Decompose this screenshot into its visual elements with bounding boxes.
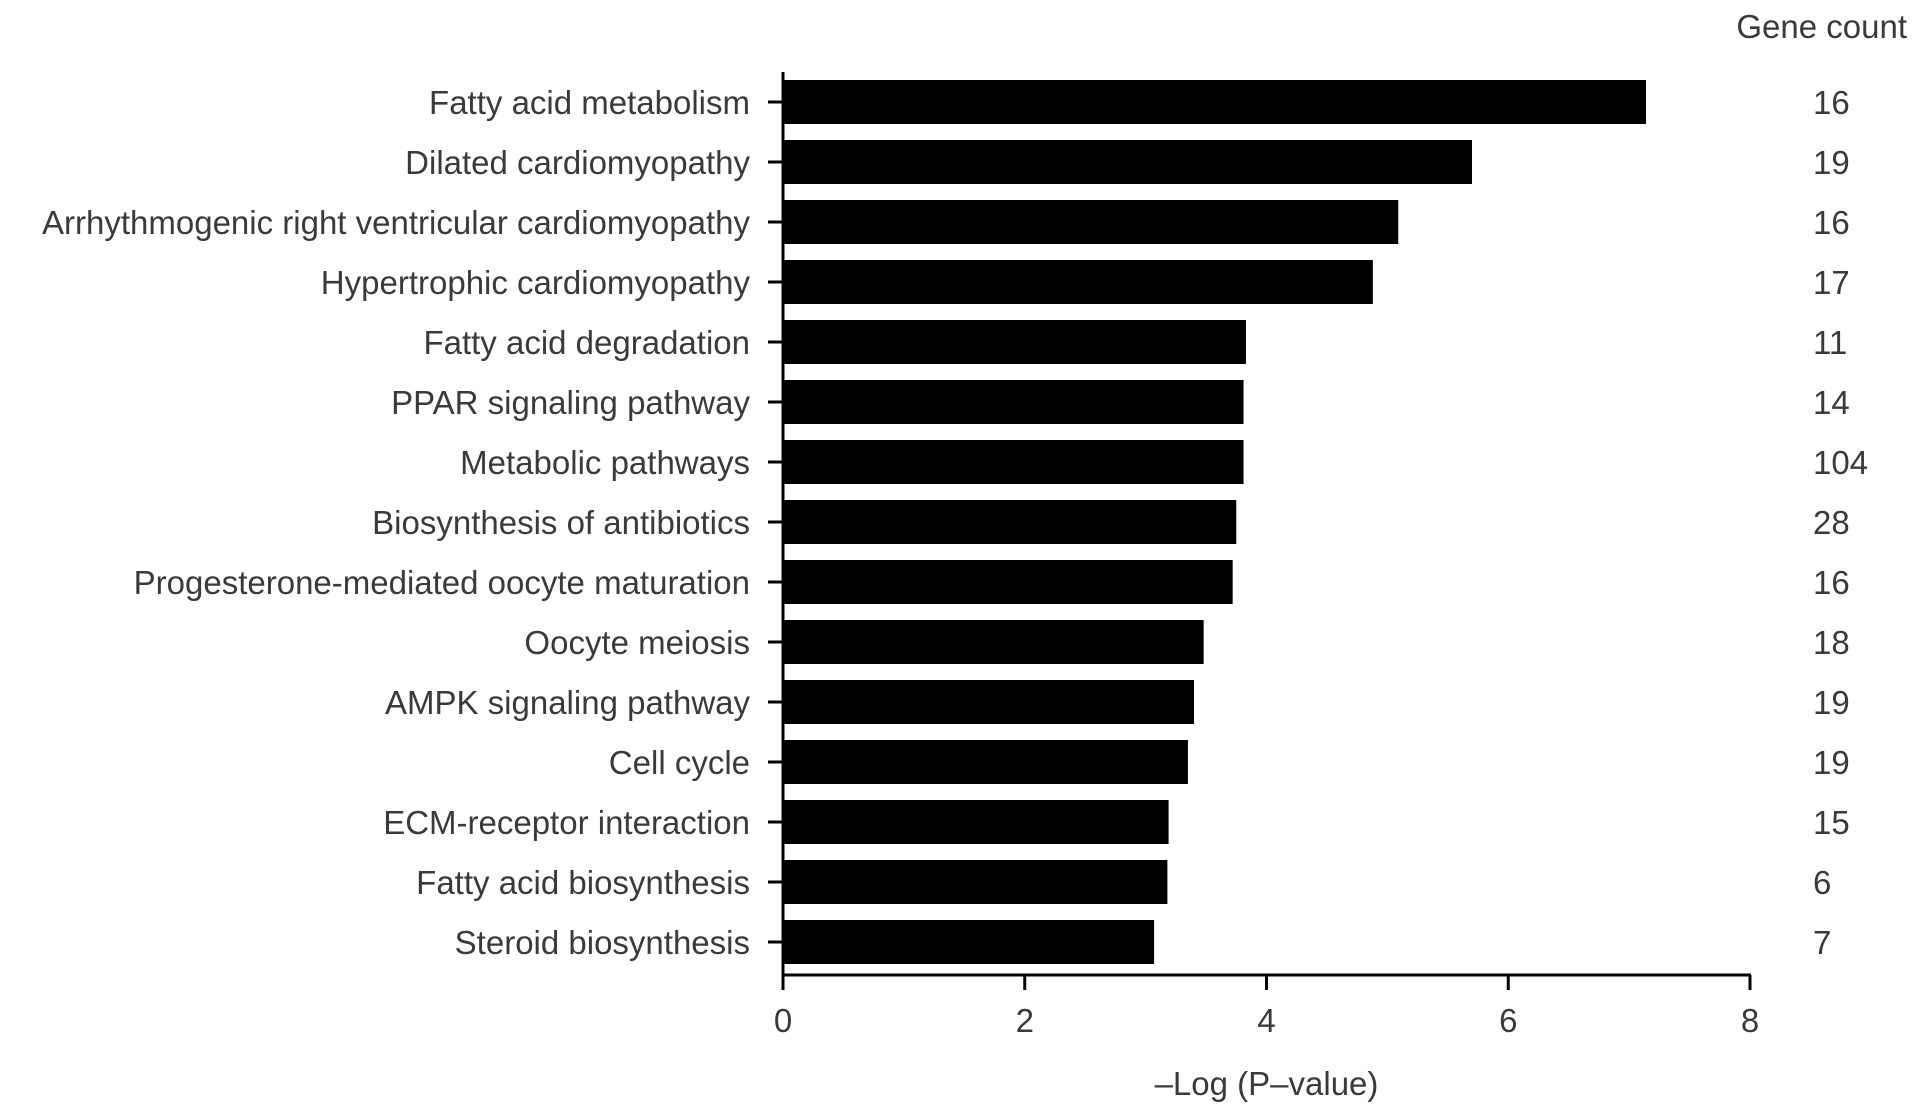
bar-14 — [783, 920, 1155, 964]
bar-3 — [783, 260, 1373, 304]
category-label-14: Steroid biosynthesis — [455, 924, 750, 961]
y-ticks-group — [768, 100, 783, 944]
bar-12 — [783, 800, 1169, 844]
category-label-7: Biosynthesis of antibiotics — [372, 504, 750, 541]
gene-count-10: 19 — [1813, 684, 1850, 721]
category-label-12: ECM-receptor interaction — [383, 804, 750, 841]
category-label-10: AMPK signaling pathway — [385, 684, 751, 721]
bar-0 — [783, 80, 1647, 124]
x-tick-label-3: 6 — [1499, 1002, 1517, 1039]
category-label-5: PPAR signaling pathway — [391, 384, 750, 421]
bar-11 — [783, 740, 1188, 784]
category-label-2: Arrhythmogenic right ventricular cardiom… — [42, 204, 750, 241]
category-labels-group: Fatty acid metabolism Dilated cardiomyopa… — [42, 84, 750, 961]
x-tick-label-2: 4 — [1257, 1002, 1275, 1039]
bar-8 — [783, 560, 1233, 604]
category-label-3: Hypertrophic cardiomyopathy — [321, 264, 751, 301]
gene-count-7: 28 — [1813, 504, 1850, 541]
x-axis-title: –Log (P–value) — [1155, 1065, 1379, 1102]
gene-count-6: 104 — [1813, 444, 1868, 481]
gene-count-1: 19 — [1813, 144, 1850, 181]
category-label-13: Fatty acid biosynthesis — [416, 864, 750, 901]
gene-count-header: Gene count — [1736, 8, 1907, 45]
gene-count-8: 16 — [1813, 564, 1850, 601]
gene-count-5: 14 — [1813, 384, 1850, 421]
gene-count-11: 19 — [1813, 744, 1850, 781]
gene-count-3: 17 — [1813, 264, 1850, 301]
gene-count-14: 7 — [1813, 924, 1831, 961]
bar-6 — [783, 440, 1244, 484]
gene-count-0: 16 — [1813, 84, 1850, 121]
gene-counts-group: 16 19 16 17 11 14 104 28 16 18 19 19 15 6 7 — [1813, 84, 1868, 961]
bar-5 — [783, 380, 1244, 424]
category-label-6: Metabolic pathways — [460, 444, 750, 481]
bar-10 — [783, 680, 1194, 724]
bar-13 — [783, 860, 1168, 904]
x-tick-label-1: 2 — [1016, 1002, 1034, 1039]
bar-4 — [783, 320, 1246, 364]
gene-count-9: 18 — [1813, 624, 1850, 661]
bars-group — [783, 80, 1647, 964]
gene-count-4: 11 — [1813, 324, 1847, 361]
bar-7 — [783, 500, 1237, 544]
category-label-4: Fatty acid degradation — [423, 324, 750, 361]
bar-2 — [783, 200, 1399, 244]
bar-9 — [783, 620, 1204, 664]
category-label-8: Progesterone-mediated oocyte maturation — [134, 564, 750, 601]
x-tick-label-0: 0 — [774, 1002, 792, 1039]
gene-count-2: 16 — [1813, 204, 1850, 241]
category-label-0: Fatty acid metabolism — [429, 84, 750, 121]
gene-count-13: 6 — [1813, 864, 1831, 901]
category-label-11: Cell cycle — [609, 744, 750, 781]
x-ticks-group: 0 2 4 6 8 — [774, 975, 1759, 1039]
category-label-1: Dilated cardiomyopathy — [405, 144, 750, 181]
x-tick-label-4: 8 — [1741, 1002, 1759, 1039]
bar-1 — [783, 140, 1472, 184]
category-label-9: Oocyte meiosis — [524, 624, 750, 661]
gene-count-12: 15 — [1813, 804, 1850, 841]
